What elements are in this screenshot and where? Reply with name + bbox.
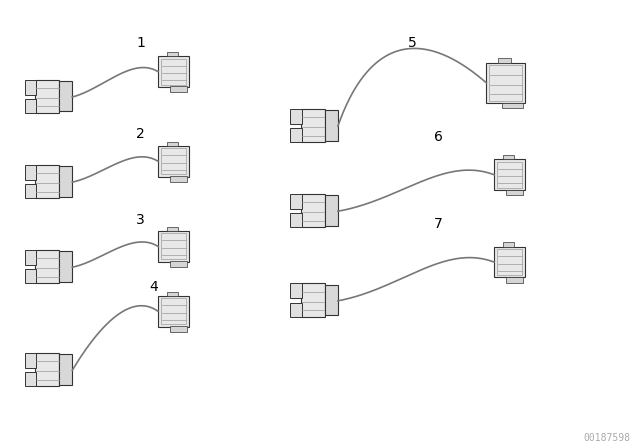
FancyBboxPatch shape [170,326,188,332]
Text: 6: 6 [434,129,443,144]
FancyBboxPatch shape [60,166,72,197]
FancyBboxPatch shape [25,184,36,198]
FancyBboxPatch shape [35,79,60,113]
FancyBboxPatch shape [25,353,36,368]
FancyBboxPatch shape [291,284,301,298]
Text: 4: 4 [149,280,158,294]
FancyBboxPatch shape [494,159,525,190]
FancyBboxPatch shape [170,261,188,267]
FancyBboxPatch shape [301,194,325,227]
FancyBboxPatch shape [60,251,72,282]
FancyBboxPatch shape [291,194,301,209]
FancyBboxPatch shape [494,247,525,277]
Text: 1: 1 [136,35,145,50]
FancyBboxPatch shape [301,109,325,142]
FancyBboxPatch shape [325,110,338,141]
Text: 3: 3 [136,212,145,227]
FancyBboxPatch shape [506,277,524,283]
FancyBboxPatch shape [60,81,72,112]
FancyBboxPatch shape [506,190,524,195]
FancyBboxPatch shape [170,86,188,92]
FancyBboxPatch shape [25,372,36,386]
FancyBboxPatch shape [170,176,188,182]
FancyBboxPatch shape [291,108,301,124]
FancyBboxPatch shape [167,292,178,296]
FancyBboxPatch shape [301,283,325,317]
FancyBboxPatch shape [35,250,60,283]
FancyBboxPatch shape [325,285,338,315]
FancyBboxPatch shape [35,353,60,386]
FancyBboxPatch shape [25,99,36,113]
FancyBboxPatch shape [167,142,178,146]
FancyBboxPatch shape [25,79,36,95]
FancyBboxPatch shape [486,63,525,103]
FancyBboxPatch shape [60,354,72,385]
FancyBboxPatch shape [291,128,301,142]
FancyBboxPatch shape [158,296,189,327]
FancyBboxPatch shape [35,165,60,198]
FancyBboxPatch shape [503,242,514,247]
FancyBboxPatch shape [325,195,338,226]
FancyBboxPatch shape [503,155,514,159]
Text: 00187598: 00187598 [584,433,630,443]
FancyBboxPatch shape [502,103,523,108]
FancyBboxPatch shape [291,213,301,227]
FancyBboxPatch shape [25,250,36,265]
FancyBboxPatch shape [167,52,178,56]
FancyBboxPatch shape [158,231,189,262]
FancyBboxPatch shape [158,146,189,177]
FancyBboxPatch shape [158,56,189,87]
FancyBboxPatch shape [167,227,178,231]
Text: 2: 2 [136,127,145,142]
FancyBboxPatch shape [291,303,301,317]
FancyBboxPatch shape [25,164,36,180]
Text: 7: 7 [434,217,443,231]
FancyBboxPatch shape [498,58,511,63]
Text: 5: 5 [408,35,417,50]
FancyBboxPatch shape [25,269,36,283]
